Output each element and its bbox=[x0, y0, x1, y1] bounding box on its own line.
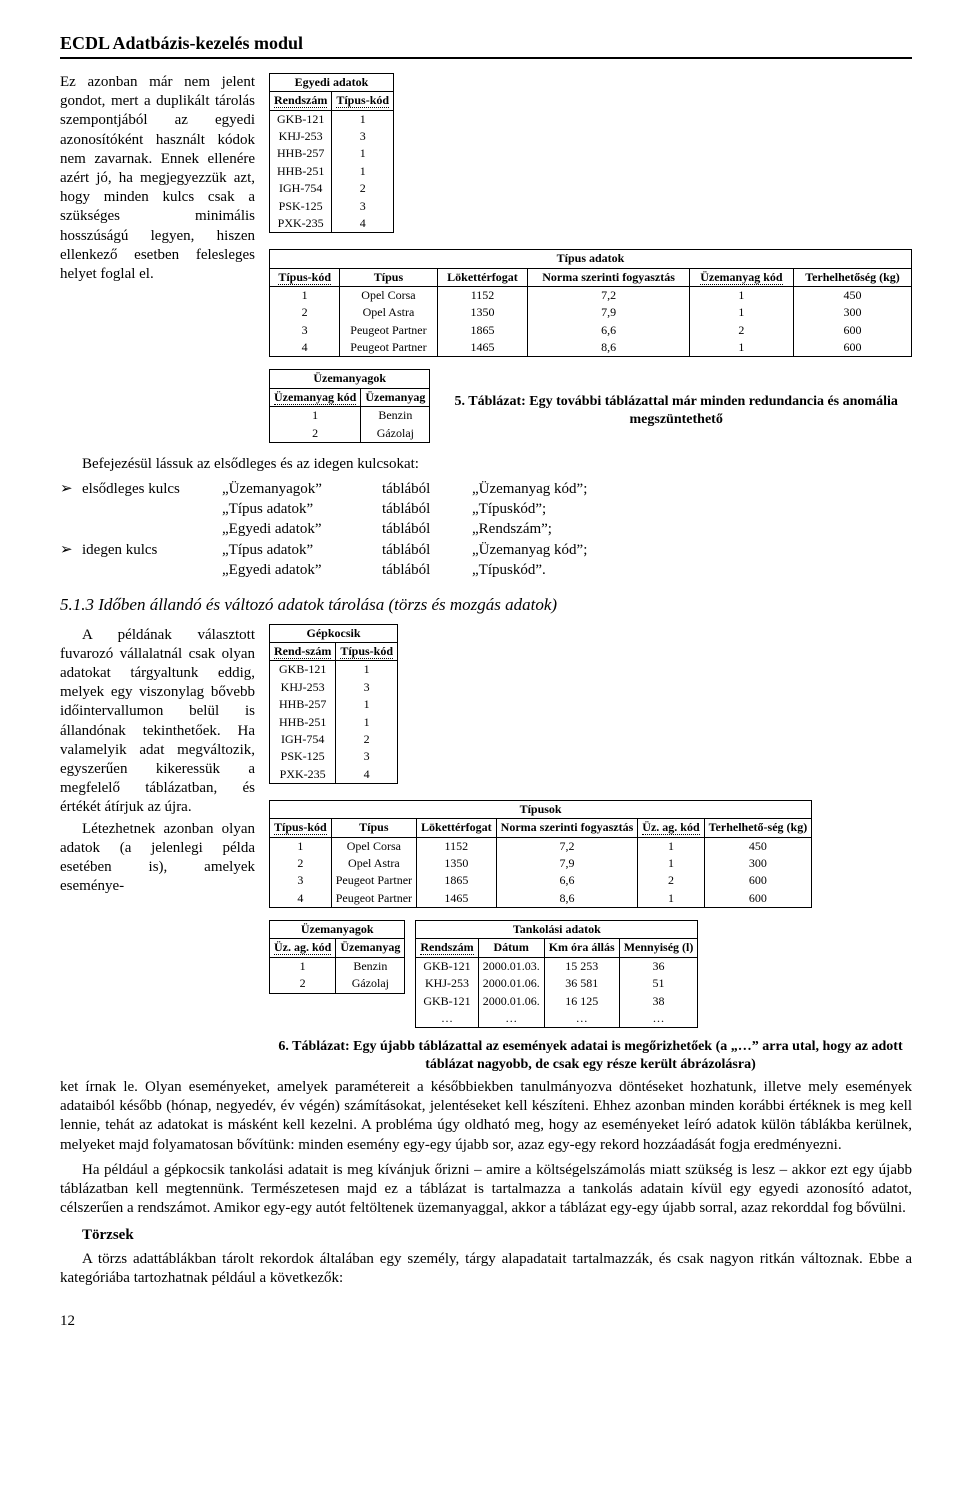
table-tankolasi: Tankolási adatok Rendszám Dátum Km óra á… bbox=[415, 920, 698, 1028]
table-row: 1Opel Corsa11527,21450 bbox=[270, 837, 812, 855]
table-row: KHJ-2532000.01.06.36 58151 bbox=[416, 975, 698, 992]
para-2-left: A példának választott fuvarozó vállalatn… bbox=[60, 624, 255, 899]
table-gepkocsik: Gépkocsik Rend-szám Típus-kód GKB-1211 K… bbox=[269, 624, 398, 784]
table-uzemanyagok-2: Üzemanyagok Üz. ag. kód Üzemanyag 1Benzi… bbox=[269, 920, 405, 993]
table-row: IGH-7542 bbox=[270, 180, 394, 197]
table-title: Gépkocsik bbox=[270, 624, 398, 642]
tables-group-1: Egyedi adatok Rendszám Típus-kód GKB-121… bbox=[269, 73, 912, 449]
table-title: Üzemanyagok bbox=[270, 370, 430, 388]
table-row: 2Opel Astra13507,91300 bbox=[270, 304, 912, 321]
table-row: 3Peugeot Partner18656,62600 bbox=[270, 872, 812, 889]
table-title: Egyedi adatok bbox=[270, 74, 394, 92]
list-item: ➢ elsődleges kulcs „Üzemanyagok” táblábó… bbox=[60, 480, 912, 499]
table-row: 4Peugeot Partner14658,61600 bbox=[270, 890, 812, 908]
list-item: ➢ idegen kulcs „Típus adatok” táblából „… bbox=[60, 541, 912, 560]
table-row: HHB-2511 bbox=[270, 714, 398, 731]
table-row: PSK-1253 bbox=[270, 198, 394, 215]
col-3: Norma szerinti fogyasztás bbox=[496, 819, 638, 837]
table-row: GKB-1212000.01.03.15 25336 bbox=[416, 957, 698, 975]
caption-5: 5. Táblázat: Egy további táblázattal már… bbox=[440, 393, 912, 429]
col-5: Terhelhető-ség (kg) bbox=[704, 819, 812, 837]
col-4: Üz. ag. kód bbox=[638, 819, 704, 837]
col-2: Km óra állás bbox=[544, 939, 619, 957]
table-row: HHB-2571 bbox=[270, 145, 394, 162]
col-5: Terhelhetőség (kg) bbox=[793, 268, 911, 286]
col-uzem: Üzemanyag bbox=[361, 388, 430, 406]
col-3: Norma szerinti fogyasztás bbox=[528, 268, 689, 286]
caption-6: 6. Táblázat: Egy újabb táblázattal az es… bbox=[269, 1038, 912, 1074]
table-row: 2Gázolaj bbox=[270, 975, 405, 993]
table-row: 4Peugeot Partner14658,61600 bbox=[270, 339, 912, 357]
para-5: A törzs adattáblákban tárolt rekordok ál… bbox=[60, 1250, 912, 1288]
table-row: 2Gázolaj bbox=[270, 425, 430, 443]
para-1-left: Ez azonban már nem jelent gondot, mert a… bbox=[60, 73, 255, 284]
col-rendszam: Rendszám bbox=[270, 92, 332, 110]
col-1: Típus bbox=[340, 268, 437, 286]
col-uzem: Üzemanyag bbox=[336, 939, 405, 957]
subheading-torzsek: Törzsek bbox=[60, 1226, 912, 1245]
table-tipus-adatok: Típus adatok Típus-kód Típus Lökettérfog… bbox=[269, 249, 912, 357]
table-row: IGH-7542 bbox=[270, 731, 398, 748]
tables-group-2: Gépkocsik Rend-szám Típus-kód GKB-1211 K… bbox=[269, 624, 912, 1074]
table-row: 1Benzin bbox=[270, 957, 405, 975]
col-1: Típus bbox=[331, 819, 416, 837]
table-row: 1Opel Corsa11527,21450 bbox=[270, 286, 912, 304]
table-tipusok: Típusok Típus-kód Típus Lökettérfogat No… bbox=[269, 800, 812, 908]
section-heading-513: 5.1.3 Időben állandó és változó adatok t… bbox=[60, 594, 912, 616]
table-title: Típus adatok bbox=[270, 250, 912, 268]
keys-intro: Befejezésül lássuk az elsődleges és az i… bbox=[60, 455, 912, 474]
table-row: 3Peugeot Partner18656,62600 bbox=[270, 322, 912, 339]
col-0: Típus-kód bbox=[270, 268, 340, 286]
col-0: Rendszám bbox=[416, 939, 478, 957]
col-uzkod: Üz. ag. kód bbox=[270, 939, 336, 957]
col-tipuskod: Típus-kód bbox=[336, 643, 398, 661]
table-title: Típusok bbox=[270, 800, 812, 818]
table-row: 1Benzin bbox=[270, 407, 430, 425]
table-egyedi-adatok: Egyedi adatok Rendszám Típus-kód GKB-121… bbox=[269, 73, 394, 233]
col-2: Lökettérfogat bbox=[437, 268, 528, 286]
col-tipuskod: Típus-kód bbox=[332, 92, 394, 110]
table-uzemanyagok: Üzemanyagok Üzemanyag kód Üzemanyag 1Ben… bbox=[269, 369, 430, 442]
list-item: „Típus adatok” táblából „Típuskód”; bbox=[60, 500, 912, 519]
table-row: GKB-1211 bbox=[270, 110, 394, 128]
table-title: Üzemanyagok bbox=[270, 921, 405, 939]
table-row: PXK-2354 bbox=[270, 215, 394, 233]
list-item: „Egyedi adatok” táblából „Rendszám”; bbox=[60, 520, 912, 539]
col-rendszam: Rend-szám bbox=[270, 643, 336, 661]
para-4: Ha például a gépkocsik tankolási adatait… bbox=[60, 1161, 912, 1219]
col-2: Lökettérfogat bbox=[417, 819, 497, 837]
col-4: Üzemanyag kód bbox=[689, 268, 793, 286]
table-row: GKB-1211 bbox=[270, 661, 398, 679]
col-3: Mennyiség (l) bbox=[619, 939, 698, 957]
table-row: PSK-1253 bbox=[270, 748, 398, 765]
page-header: ECDL Adatbázis-kezelés modul bbox=[60, 32, 912, 59]
table-row: 2Opel Astra13507,91300 bbox=[270, 855, 812, 872]
keys-list: ➢ elsődleges kulcs „Üzemanyagok” táblábó… bbox=[60, 480, 912, 580]
table-row: KHJ-2533 bbox=[270, 679, 398, 696]
table-row: ………… bbox=[416, 1010, 698, 1028]
block-1: Ez azonban már nem jelent gondot, mert a… bbox=[60, 73, 912, 449]
table-row: HHB-2511 bbox=[270, 163, 394, 180]
table-title: Tankolási adatok bbox=[416, 921, 698, 939]
col-uzkod: Üzemanyag kód bbox=[270, 388, 361, 406]
table-row: KHJ-2533 bbox=[270, 128, 394, 145]
block-2: A példának választott fuvarozó vállalatn… bbox=[60, 624, 912, 1074]
table-row: GKB-1212000.01.06.16 12538 bbox=[416, 993, 698, 1010]
table-row: HHB-2571 bbox=[270, 696, 398, 713]
para-3: ket írnak le. Olyan eseményeket, amelyek… bbox=[60, 1078, 912, 1155]
page-number: 12 bbox=[60, 1312, 912, 1331]
col-1: Dátum bbox=[478, 939, 544, 957]
col-0: Típus-kód bbox=[270, 819, 332, 837]
list-item: „Egyedi adatok” táblából „Típuskód”. bbox=[60, 561, 912, 580]
table-row: PXK-2354 bbox=[270, 766, 398, 784]
